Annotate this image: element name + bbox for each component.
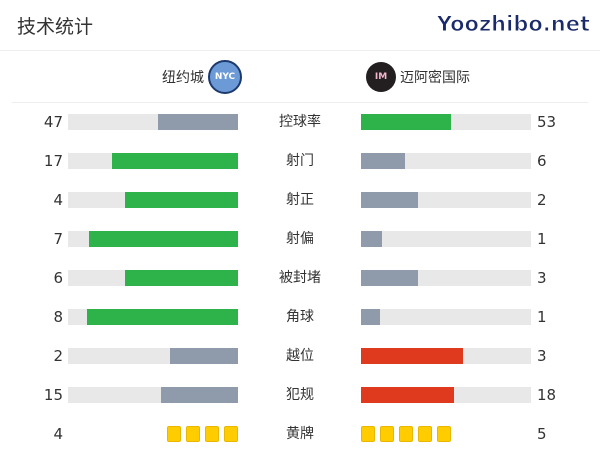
home-bar-fill <box>160 387 238 403</box>
home-bar-fill <box>86 309 238 325</box>
stat-label: 黄牌 <box>286 426 314 442</box>
away-value: 53 <box>537 113 557 131</box>
watermark: Yoozhibo.net <box>436 12 590 37</box>
yellow-card-icon <box>380 426 394 442</box>
away-bar-fill <box>361 387 454 403</box>
away-bar <box>361 114 531 130</box>
home-bar-fill <box>158 114 238 130</box>
away-bar-fill <box>361 192 418 208</box>
away-bar-fill <box>361 348 463 364</box>
away-bar-fill <box>361 309 380 325</box>
away-value: 5 <box>537 425 547 443</box>
stat-row: 17 射门 6 <box>0 151 600 171</box>
yellow-card-icon <box>167 426 181 442</box>
stat-label: 犯规 <box>286 387 314 403</box>
home-bar-fill <box>89 231 238 247</box>
home-value: 7 <box>53 230 63 248</box>
stat-label: 被封堵 <box>279 270 321 286</box>
yellow-card-icon <box>186 426 200 442</box>
home-bar <box>68 387 238 403</box>
stat-row: 47 控球率 53 <box>0 112 600 132</box>
home-bar-fill <box>170 348 238 364</box>
home-value: 6 <box>53 269 63 287</box>
away-team-logo-icon: IM <box>366 62 396 92</box>
yellow-card-icon <box>399 426 413 442</box>
home-bar-fill <box>124 270 238 286</box>
away-value: 1 <box>537 308 547 326</box>
stat-label: 射门 <box>286 153 314 169</box>
divider <box>12 102 588 103</box>
home-bar <box>68 114 238 130</box>
away-bar <box>361 270 531 286</box>
stat-label: 角球 <box>286 309 314 325</box>
stat-row: 15 犯规 18 <box>0 385 600 405</box>
away-bar <box>361 153 531 169</box>
stat-row: 4 射正 2 <box>0 190 600 210</box>
away-bar-fill <box>361 153 406 169</box>
stat-row-yellow-cards: 4 黄牌 5 <box>0 424 600 444</box>
away-bar-fill <box>361 114 452 130</box>
home-value: 47 <box>43 113 63 131</box>
stat-label: 射正 <box>286 192 314 208</box>
stat-row: 6 被封堵 3 <box>0 268 600 288</box>
home-value: 8 <box>53 308 63 326</box>
home-value: 4 <box>53 425 63 443</box>
home-team-logo-icon: NYC <box>208 60 242 94</box>
home-bar <box>68 231 238 247</box>
home-value: 15 <box>43 386 63 404</box>
stat-row: 7 射偏 1 <box>0 229 600 249</box>
home-bar <box>68 153 238 169</box>
home-value: 2 <box>53 347 63 365</box>
home-value: 4 <box>53 191 63 209</box>
away-value: 1 <box>537 230 547 248</box>
home-team-name: 纽约城 <box>162 70 204 86</box>
away-value: 6 <box>537 152 547 170</box>
stat-label: 射偏 <box>286 231 314 247</box>
away-bar <box>361 231 531 247</box>
away-value: 18 <box>537 386 557 404</box>
section-title: 技术统计 <box>17 16 94 38</box>
away-team: IM 迈阿密国际 <box>366 62 470 92</box>
home-team: 纽约城 NYC <box>162 60 242 94</box>
yellow-card-icon <box>205 426 219 442</box>
away-bar <box>361 309 531 325</box>
away-value: 3 <box>537 269 547 287</box>
away-bar <box>361 348 531 364</box>
stat-label: 控球率 <box>279 114 321 130</box>
home-bar <box>68 270 238 286</box>
yellow-card-icon <box>361 426 375 442</box>
yellow-card-icon <box>437 426 451 442</box>
yellow-card-icon <box>224 426 238 442</box>
home-bar <box>68 192 238 208</box>
away-bar <box>361 192 531 208</box>
stat-row: 2 越位 3 <box>0 346 600 366</box>
home-value: 17 <box>43 152 63 170</box>
yellow-card-icon <box>418 426 432 442</box>
away-bar <box>361 387 531 403</box>
stat-row: 8 角球 1 <box>0 307 600 327</box>
away-value: 3 <box>537 347 547 365</box>
home-cards <box>167 426 238 442</box>
stat-label: 越位 <box>286 348 314 364</box>
away-bar-fill <box>361 231 383 247</box>
away-value: 2 <box>537 191 547 209</box>
away-cards <box>361 426 451 442</box>
home-bar-fill <box>124 192 238 208</box>
away-bar-fill <box>361 270 418 286</box>
home-bar <box>68 348 238 364</box>
away-team-name: 迈阿密国际 <box>400 70 470 86</box>
home-bar <box>68 309 238 325</box>
divider <box>0 50 600 51</box>
home-bar-fill <box>112 153 238 169</box>
